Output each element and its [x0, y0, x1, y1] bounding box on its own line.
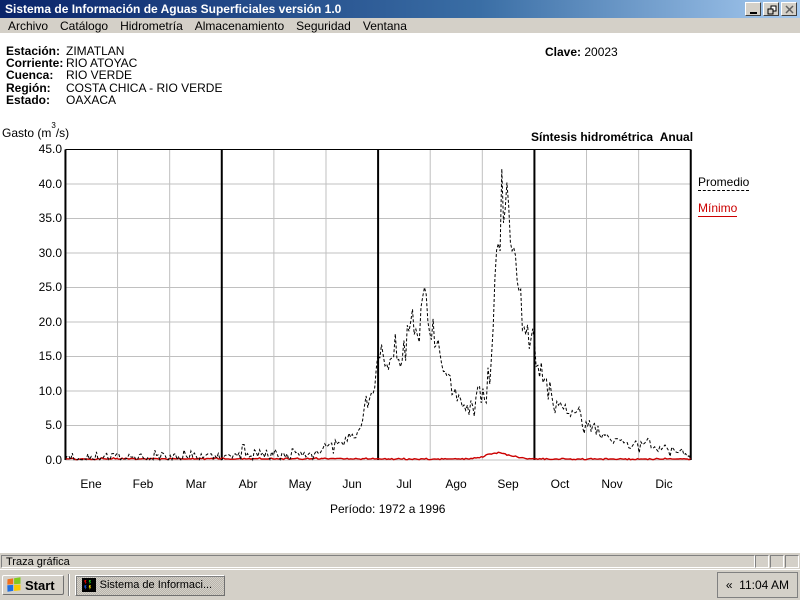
svg-text:35.0: 35.0 [39, 211, 63, 225]
svg-text:10.0: 10.0 [39, 384, 63, 398]
svg-text:5.0: 5.0 [45, 418, 62, 432]
svg-text:20.0: 20.0 [39, 315, 63, 329]
svg-text:45.0: 45.0 [39, 142, 63, 156]
svg-text:0.0: 0.0 [45, 453, 62, 467]
svg-text:15.0: 15.0 [39, 349, 63, 363]
svg-text:30.0: 30.0 [39, 246, 63, 260]
svg-text:25.0: 25.0 [39, 280, 63, 294]
svg-text:40.0: 40.0 [39, 177, 63, 191]
